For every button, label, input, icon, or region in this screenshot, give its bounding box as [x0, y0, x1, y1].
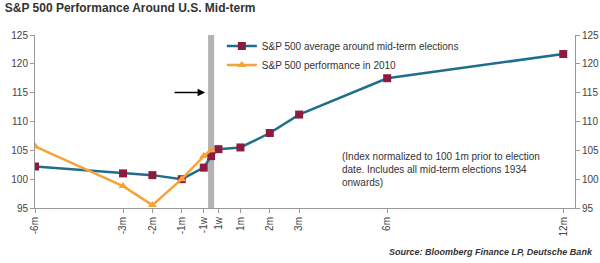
svg-text:3m: 3m [293, 217, 304, 231]
svg-text:115: 115 [582, 87, 598, 98]
svg-text:105: 105 [11, 145, 28, 156]
svg-text:95: 95 [17, 203, 29, 214]
svg-text:(Index normalized to 100 1m pr: (Index normalized to 100 1m prior to ele… [342, 151, 540, 188]
svg-text:12m: 12m [558, 217, 569, 236]
svg-text:1m: 1m [235, 217, 246, 231]
svg-text:100: 100 [582, 174, 599, 185]
svg-text:-3m: -3m [117, 217, 128, 234]
svg-text:2m: 2m [264, 217, 275, 231]
svg-text:95: 95 [582, 203, 594, 214]
svg-text:1w: 1w [213, 216, 224, 230]
svg-text:100: 100 [11, 174, 28, 185]
svg-text:110: 110 [582, 116, 598, 127]
svg-text:120: 120 [582, 58, 599, 69]
svg-text:125: 125 [11, 30, 28, 41]
svg-text:120: 120 [11, 58, 28, 69]
svg-text:125: 125 [582, 30, 599, 41]
svg-text:-6m: -6m [29, 217, 40, 234]
svg-text:S&P 500 performance in 2010: S&P 500 performance in 2010 [262, 60, 396, 71]
svg-text:-1m: -1m [176, 217, 187, 234]
svg-text:-2m: -2m [147, 217, 158, 234]
svg-text:115: 115 [12, 87, 28, 98]
svg-text:110: 110 [12, 116, 28, 127]
svg-text:S&P 500 average around mid-ter: S&P 500 average around mid-term election… [262, 41, 459, 52]
svg-text:105: 105 [582, 145, 599, 156]
svg-text:6m: 6m [381, 217, 392, 231]
svg-text:-1w: -1w [198, 216, 209, 233]
svg-text:Source: Bloomberg Finance LP,: Source: Bloomberg Finance LP, Deutsche B… [389, 247, 593, 257]
svg-text:S&P 500 Performance Around U.S: S&P 500 Performance Around U.S. Mid-term [5, 1, 256, 15]
